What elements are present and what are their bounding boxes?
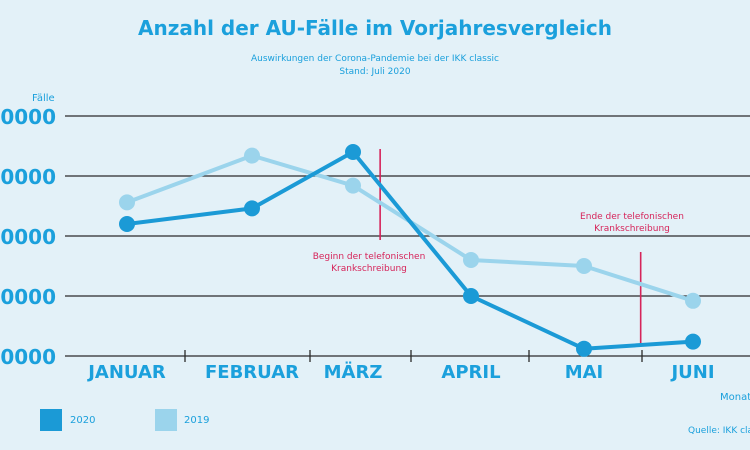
data-point-2020 xyxy=(576,340,592,357)
x-tick-label: JANUAR xyxy=(86,362,166,383)
legend-label-2019: 2019 xyxy=(184,415,210,426)
legend-label-2020: 2020 xyxy=(70,415,96,426)
y-tick-label: 100000 xyxy=(0,285,56,309)
x-tick-label: JUNI xyxy=(669,362,714,383)
annotation-label: Krankschreibung xyxy=(331,264,407,274)
data-point-2019 xyxy=(463,252,479,268)
y-tick-label: 50000 xyxy=(0,345,56,369)
source-note: Quelle: IKK classic xyxy=(688,426,750,436)
x-tick-label: FEBRUAR xyxy=(205,362,299,383)
chart-subtitle-line-1: Auswirkungen der Corona-Pandemie bei der… xyxy=(250,54,500,64)
data-point-2020 xyxy=(119,216,135,232)
annotation-label: Beginn der telefonischen xyxy=(313,252,426,262)
data-point-2019 xyxy=(119,194,135,211)
x-tick-label: APRIL xyxy=(441,362,500,383)
y-tick-label: 150000 xyxy=(0,225,56,249)
annotation-layer: Beginn der telefonischen Krankschreibung E… xyxy=(313,149,684,346)
legend-swatch-2019 xyxy=(155,409,177,431)
x-tick-label: MAI xyxy=(565,362,604,383)
annotation-label: Ende der telefonischen xyxy=(580,212,684,222)
data-point-2020 xyxy=(463,288,479,304)
x-axis-title: Monat xyxy=(720,392,750,403)
data-point-2019 xyxy=(345,177,361,194)
axis-label-layer: 250000 200000 150000 100000 50000 Fälle Monat J… xyxy=(0,93,750,403)
data-point-2020 xyxy=(244,200,260,217)
grid-layer xyxy=(65,115,750,362)
data-point-2019 xyxy=(244,147,260,164)
data-point-2019 xyxy=(576,258,592,274)
chart-title: Anzahl der AU-Fälle im Vorjahresvergleic… xyxy=(138,16,612,40)
data-point-2020 xyxy=(345,144,361,160)
y-tick-label: 250000 xyxy=(0,105,56,129)
annotation-label: Krankschreibung xyxy=(594,224,670,234)
x-tick-label: MÄRZ xyxy=(324,361,383,383)
data-point-2020 xyxy=(685,333,701,350)
y-axis-title: Fälle xyxy=(32,93,55,104)
chart-subtitle-line-2: Stand: Juli 2020 xyxy=(339,67,411,77)
y-tick-label: 200000 xyxy=(0,165,56,189)
data-point-2019 xyxy=(685,292,701,309)
legend-swatch-2020 xyxy=(40,409,62,431)
series-line-2020 xyxy=(126,150,694,351)
series-layer xyxy=(119,144,701,357)
